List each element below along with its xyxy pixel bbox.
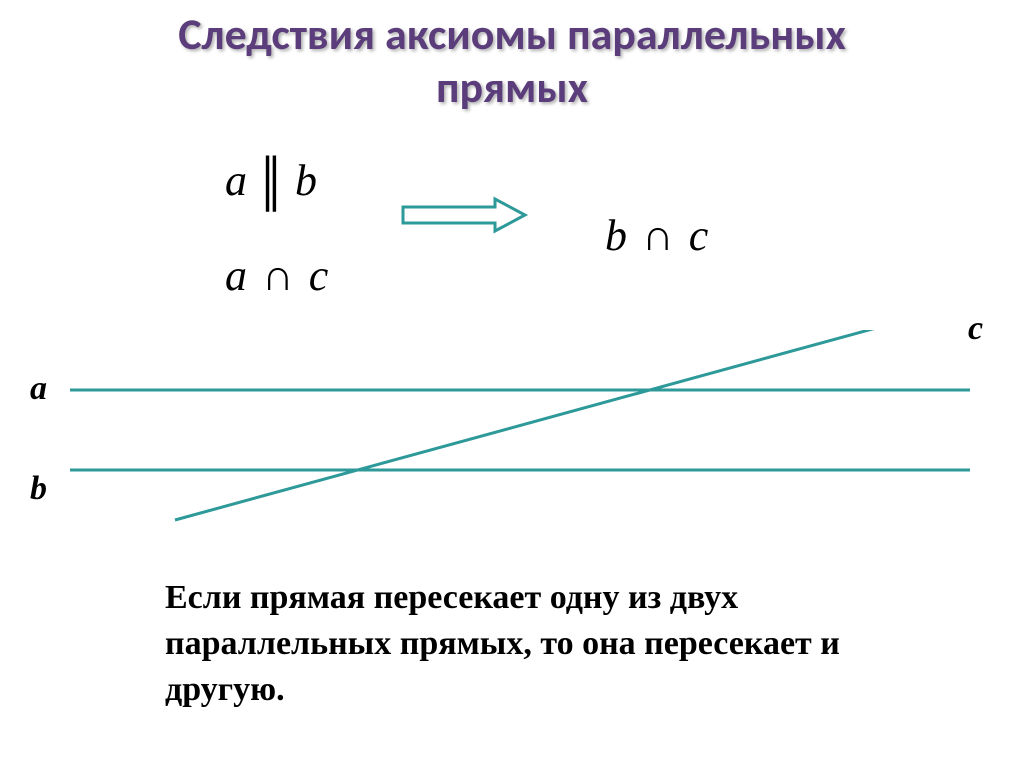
conclusion-a: b — [605, 211, 627, 260]
label-c: c — [968, 310, 983, 348]
premise1-a: a — [225, 156, 247, 205]
premise-1: a ∥ b — [225, 155, 317, 206]
arrow-icon — [395, 195, 535, 235]
implies-arrow — [395, 195, 535, 240]
conclusion: b ∩ c — [605, 210, 708, 261]
conclusion-b: c — [689, 211, 709, 260]
label-a: a — [30, 370, 47, 408]
title-line2: прямых — [436, 60, 588, 114]
title-line1: Следствия аксиомы параллельных — [178, 7, 846, 61]
premise-2: a ∩ c — [225, 250, 328, 301]
diagram-svg — [0, 330, 1024, 590]
intersect-symbol-1: ∩ — [262, 251, 294, 300]
line-c — [175, 330, 960, 520]
intersect-symbol-2: ∩ — [642, 211, 674, 260]
premise1-b: b — [295, 156, 317, 205]
parallel-symbol: ∥ — [260, 147, 282, 213]
premise2-a: a — [225, 251, 247, 300]
geometry-diagram — [0, 330, 1024, 590]
theorem-statement: Если прямая пересекает одну из двух пара… — [165, 575, 965, 713]
slide-title: Следствия аксиомы параллельных прямых — [0, 0, 1024, 114]
label-b: b — [30, 470, 47, 508]
premise2-b: c — [309, 251, 329, 300]
